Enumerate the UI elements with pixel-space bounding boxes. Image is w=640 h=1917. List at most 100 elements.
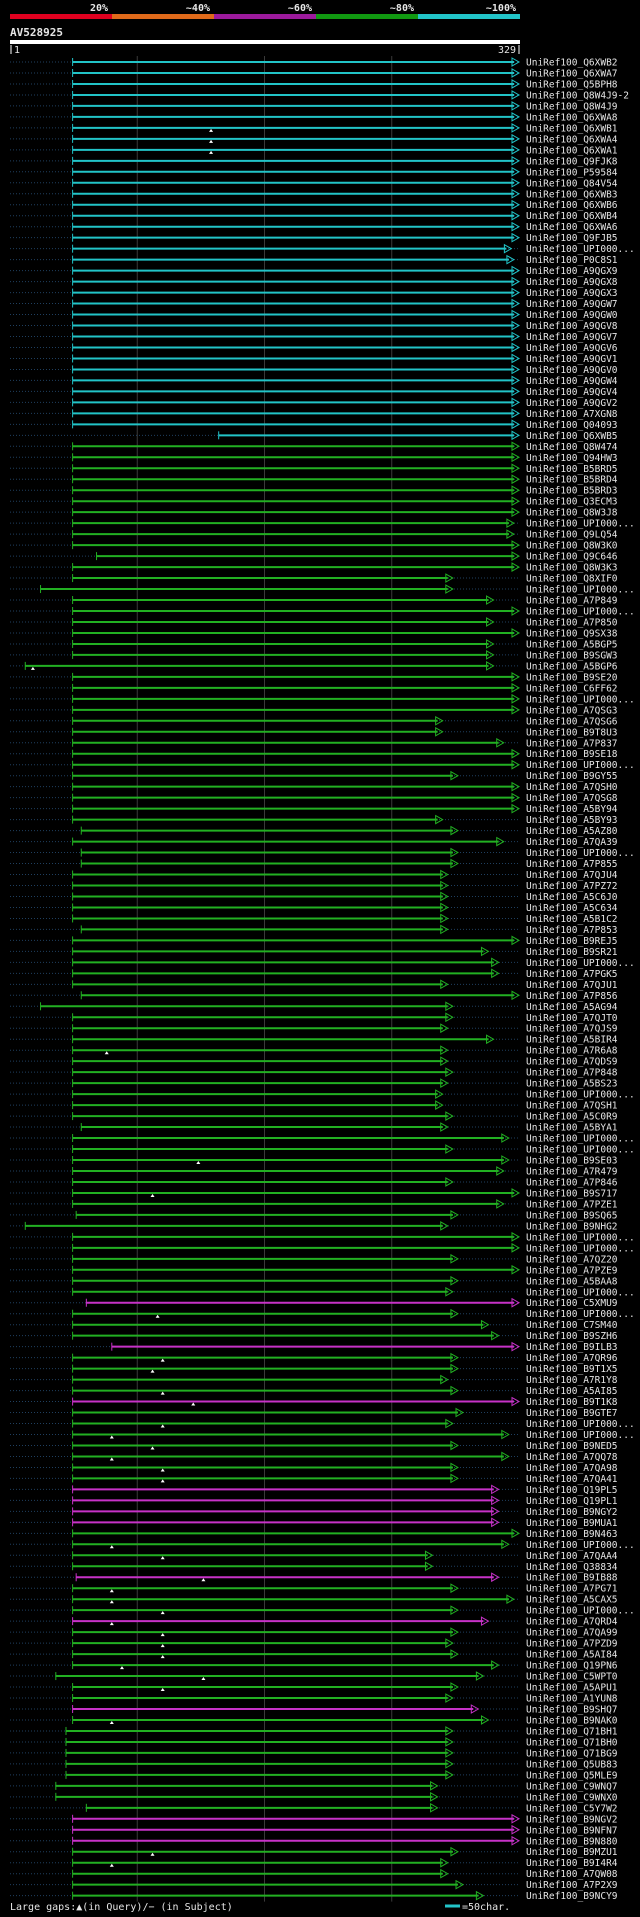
hit-arrow [511,342,521,353]
hit-label: UniRef100_B9NHG2 [526,1221,618,1232]
hit-arrow [435,1100,444,1110]
hit-arrow [511,112,521,122]
hit-label: UniRef100_A7QDS9 [526,1057,618,1068]
hit-arrow [501,1539,510,1550]
hit-arrow [440,1868,449,1879]
hit-label: UniRef100_A7QSG3 [526,705,618,716]
hit-arrow [480,1616,490,1627]
gap-marker [30,666,35,670]
hit-label: UniRef100_A7PG71 [526,1584,618,1595]
hit-arrow [511,166,521,177]
gap-marker [160,1688,165,1692]
hit-label: UniRef100_P59584 [526,167,618,178]
hit-label: UniRef100_A7QJU4 [526,870,618,881]
hit-label: UniRef100_A7QA98 [526,1463,618,1474]
hit-label: UniRef100_Q8XIF0 [526,574,618,585]
scale-label: ~100% [486,3,516,14]
hit-arrow [440,924,449,935]
gap-marker [209,128,214,132]
gap-marker [196,1161,201,1164]
query-end-label: 329 [498,45,516,56]
hit-arrow [445,1759,454,1769]
hit-label: UniRef100_A9QGW7 [526,299,618,310]
hit-label: UniRef100_A7P2X9 [526,1880,618,1891]
hit-arrow [511,551,521,561]
hit-label: UniRef100_B9GY55 [526,771,618,782]
hit-arrow [496,1166,505,1176]
gap-marker [209,150,214,154]
hit-arrow [435,715,444,726]
hit-label: UniRef100_UPI000... [526,1232,635,1243]
scale-label: ~80% [390,3,414,14]
gap-marker [109,1545,114,1549]
hit-arrow [511,430,521,441]
hit-label: UniRef100_Q6XWB1 [526,123,618,134]
gap-marker [160,1556,165,1560]
hit-arrow [470,1704,480,1714]
hit-label: UniRef100_A5AG94 [526,1002,618,1013]
hit-arrow [511,265,521,276]
hit-arrow [511,507,521,518]
hit-label: UniRef100_A7QW08 [526,1869,618,1880]
hit-arrow [450,1682,459,1692]
hit-label: UniRef100_B5BRD3 [526,486,618,497]
gap-marker [150,1369,155,1373]
gap-marker [160,1468,165,1472]
hit-arrow [511,606,521,616]
hit-arrow [501,1155,510,1165]
hit-label: UniRef100_A5AI84 [526,1650,618,1661]
hit-label: UniRef100_Q9C646 [526,552,618,563]
hit-label: UniRef100_Q6XWA7 [526,68,618,79]
hit-arrow [445,1638,454,1648]
hit-arrow [496,1199,505,1209]
hit-label: UniRef100_UPI000... [526,1287,635,1298]
hit-label: UniRef100_Q19PL5 [526,1485,618,1496]
gaps-legend-label: Large gaps:▲(in Query)/− (in Subject) [10,1902,233,1913]
hit-arrow [455,1879,465,1890]
hit-label: UniRef100_Q84V54 [526,178,618,189]
hit-arrow [501,1429,510,1440]
hit-arrow [486,617,495,627]
hit-arrow [435,726,444,737]
hit-label: UniRef100_A5AZ80 [526,826,618,837]
hit-arrow [511,562,521,572]
hit-arrow [511,386,521,397]
hit-arrow [511,331,521,342]
hit-label: UniRef100_Q5BPH8 [526,79,618,90]
hit-arrow [486,661,495,671]
hit-arrow [445,573,454,583]
hit-arrow [450,1649,459,1659]
hit-arrow [455,1407,465,1418]
hit-label: UniRef100_A5C6J0 [526,892,618,903]
gap-marker [160,1424,165,1428]
hit-arrow [511,364,521,375]
hit-label: UniRef100_A7R1Y8 [526,1375,618,1386]
hit-arrow [511,57,521,67]
hit-arrow [435,1089,444,1099]
gap-marker [201,1677,206,1681]
hit-arrow [511,221,521,232]
gap-marker [109,1457,114,1461]
hit-arrow [450,1473,459,1484]
gap-marker [160,1644,165,1648]
hit-label: UniRef100_B9I4R4 [526,1858,618,1869]
gridlines [136,56,393,1902]
gap-marker [109,1622,114,1626]
query-name: AV528925 [10,26,63,39]
hit-arrow [430,1780,439,1791]
hit-label: UniRef100_Q6XWA4 [526,134,618,145]
hit-label: UniRef100_A7QJT0 [526,1013,618,1024]
gap-marker [155,1314,160,1318]
hit-label: UniRef100_UPI000... [526,1606,635,1617]
hit-label: UniRef100_A7QSH1 [526,1101,618,1112]
hit-arrow [445,1748,454,1758]
hit-arrow [511,177,521,188]
query-start-label: 1 [14,45,20,56]
hit-arrow [511,748,521,759]
hit-arrow [440,1122,449,1132]
hit-arrow [440,979,449,990]
hit-arrow [440,1221,449,1231]
hit-label: UniRef100_UPI000... [526,848,635,859]
hit-arrow [440,1078,449,1089]
hit-label: UniRef100_Q8W474 [526,442,618,453]
